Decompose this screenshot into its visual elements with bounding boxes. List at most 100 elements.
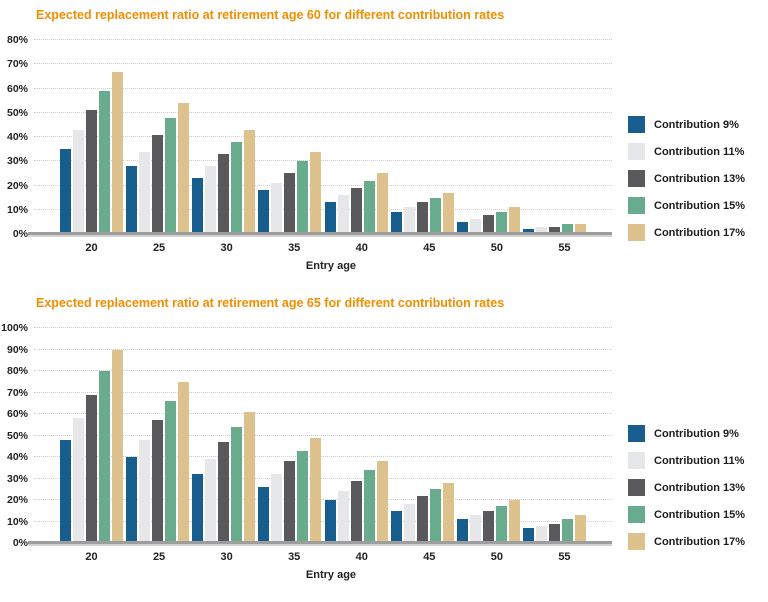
gridline [34,456,612,457]
bar-contribution-15--age-50 [495,506,507,543]
x-tick-label: 35 [288,551,301,563]
bar-contribution-11--age-25 [139,439,151,543]
bar-contribution-13--age-30 [218,153,230,234]
x-tick-label: 30 [220,551,233,563]
bar-contribution-15--age-45 [429,489,441,543]
y-tick-label: 20% [6,494,28,506]
gridline [34,136,612,137]
bar-contribution-17--age-25 [178,103,190,234]
legend-label: Contribution 13% [654,481,746,494]
bar-contribution-17--age-55 [574,224,586,234]
bar-contribution-9--age-50 [456,519,468,543]
legend-item: Contribution 13% [628,170,768,187]
bar-contribution-13--age-40 [350,480,362,543]
report-page: Expected replacement ratio at retirement… [0,8,768,581]
x-tick-label: 25 [152,551,166,563]
bar-group-40 [324,328,388,543]
bar-contribution-17--age-20 [112,71,123,234]
x-axis-title: Entry age [305,569,357,581]
bar-contribution-9--age-55 [522,229,534,234]
gridline [34,160,612,162]
bar-contribution-17--age-35 [310,151,322,234]
y-tick-label: 10% [6,203,28,216]
gridline [34,434,612,436]
y-tick-label: 10% [6,515,28,528]
bar-contribution-13--age-25 [152,420,164,543]
x-axis-title: Entry age [305,260,357,272]
bar-contribution-9--age-40 [324,500,336,543]
legend-item: Contribution 15% [628,197,768,214]
legend-swatch [628,479,645,496]
y-tick-label: 0% [12,537,28,549]
y-axis: 0% 10% 20% 30% 40% 50% 60% 70% 80% 90% 100% [0,322,34,549]
x-tick-label: 25 [152,242,166,254]
y-tick-label: 90% [6,343,28,356]
bar-contribution-9--age-30 [192,474,204,543]
legend-swatch [628,506,645,523]
bar-contribution-9--age-20 [60,149,71,234]
bar-contribution-11--age-55 [535,226,547,234]
y-tick-label: 50% [6,429,28,442]
gridline [34,39,612,40]
x-axis-row: 20 25 30 35 40 45 50 55 [0,242,768,254]
x-tick-label: 20 [85,551,98,563]
chart-retirement-age-60: Expected replacement ratio at retirement… [0,8,768,272]
bar-contribution-17--age-40 [376,461,388,543]
bar-contribution-9--age-30 [192,178,204,234]
x-tick-label: 35 [288,242,301,254]
legend: Contribution 9% Contribution 11% Contribut… [618,335,768,550]
gridline [34,413,612,414]
legend-label: Contribution 17% [654,226,746,239]
bar-contribution-17--age-20 [112,349,123,543]
bar-contribution-17--age-45 [442,482,454,543]
x-tick-label: 40 [355,242,368,254]
bar-contribution-13--age-35 [284,173,296,234]
bar-contribution-15--age-40 [363,469,375,543]
x-tick-label: 45 [423,551,436,563]
axis-spacer [0,242,34,254]
bar-contribution-9--age-25 [126,166,138,234]
bar-group-45 [390,328,454,543]
bar-contribution-17--age-40 [376,173,388,234]
gridline [34,63,612,65]
bar-contribution-13--age-25 [152,134,164,234]
y-tick-label: 40% [6,131,28,143]
y-tick-label: 60% [6,408,28,420]
axis-spacer [0,569,34,581]
legend-swatch [628,170,645,187]
bar-groups [34,40,612,234]
legend-item: Contribution 11% [628,452,768,469]
bar-contribution-9--age-25 [126,457,138,543]
bar-contribution-15--age-20 [99,371,110,543]
x-tick-label: 40 [355,551,368,563]
y-tick-label: 100% [1,322,28,334]
x-tick-label: 50 [490,242,503,254]
bar-group-35 [258,328,322,543]
legend: Contribution 9% Contribution 11% Contribut… [618,47,768,241]
bar-contribution-11--age-20 [73,129,84,234]
bar-contribution-17--age-30 [244,129,256,234]
bar-group-20 [60,328,123,543]
gridline [34,327,612,328]
legend-item: Contribution 17% [628,533,768,550]
bar-contribution-15--age-55 [561,519,573,543]
bar-contribution-13--age-20 [86,110,97,234]
legend-spacer [628,242,768,254]
x-axis-line [28,232,612,235]
y-tick-label: 60% [6,82,28,95]
legend-item: Contribution 9% [628,425,768,442]
legend-swatch [628,452,645,469]
legend-item: Contribution 11% [628,143,768,160]
bar-contribution-9--age-50 [456,221,468,234]
bar-contribution-9--age-55 [522,527,534,543]
chart-body: 0% 10% 20% 30% 40% 50% 60% 70% 80% 90% 100% Contri… [0,322,768,550]
bar-contribution-9--age-45 [390,510,402,543]
bar-group-20 [60,40,123,234]
bar-contribution-15--age-30 [231,426,243,543]
bar-group-55 [522,328,586,543]
gridline [34,370,612,371]
chart-title: Expected replacement ratio at retirement… [36,8,505,22]
y-tick-label: 70% [6,58,28,71]
bar-contribution-15--age-25 [165,401,177,543]
bar-group-30 [192,40,256,234]
